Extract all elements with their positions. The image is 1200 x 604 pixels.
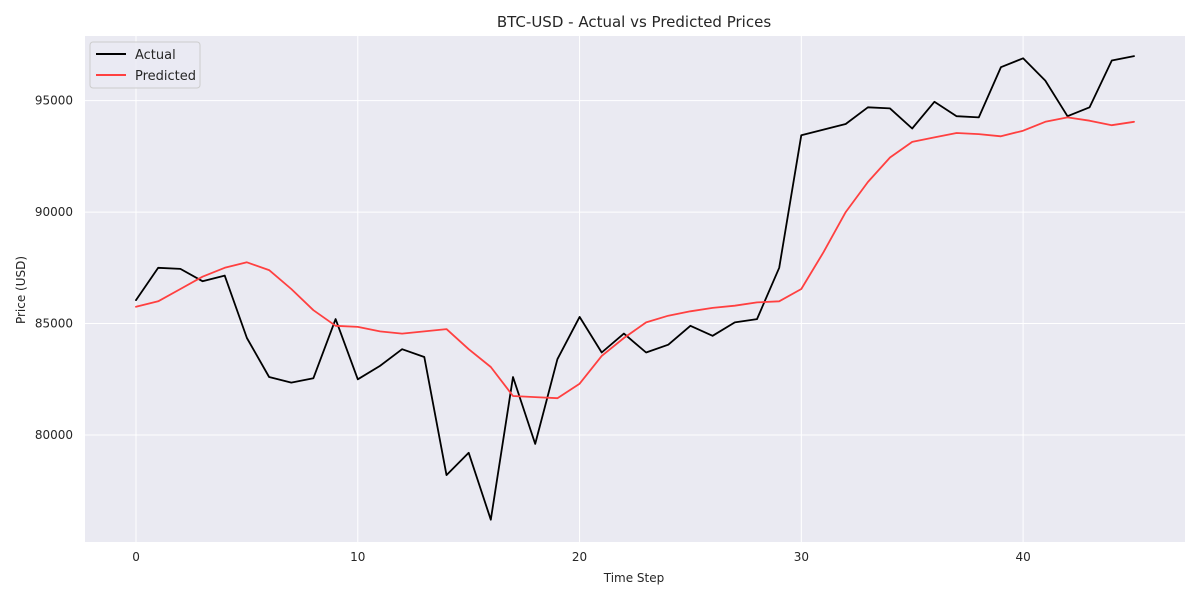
x-tick-label: 20 (572, 550, 587, 564)
x-axis-label: Time Step (603, 571, 665, 585)
series-lines (135, 55, 1135, 521)
y-tick-label: 90000 (35, 205, 73, 219)
y-tick-label: 95000 (35, 94, 73, 108)
plot-area (85, 36, 1185, 542)
gridlines (85, 36, 1185, 542)
y-tick-label: 85000 (35, 317, 73, 331)
chart-title: BTC-USD - Actual vs Predicted Prices (497, 13, 771, 31)
x-tick-label: 30 (794, 550, 809, 564)
y-axis-label: Price (USD) (14, 256, 28, 324)
legend: Actual Predicted (89, 41, 201, 89)
x-tick-label: 10 (350, 550, 365, 564)
y-tick-label: 80000 (35, 428, 73, 442)
x-tick-label: 0 (132, 550, 140, 564)
axis-ticks: 0 10 20 30 40 80000 85000 90000 95000 (35, 94, 1031, 564)
legend-label-predicted: Predicted (135, 69, 196, 84)
legend-label-actual: Actual (135, 48, 176, 63)
series-line-predicted (135, 116, 1135, 400)
x-tick-label: 40 (1015, 550, 1030, 564)
series-line-actual (135, 55, 1135, 521)
